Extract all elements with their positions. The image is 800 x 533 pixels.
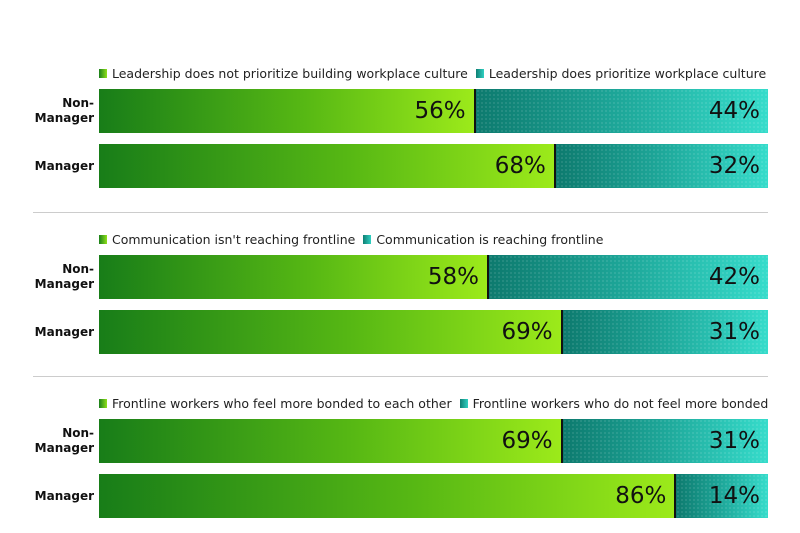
- divider: [33, 376, 768, 377]
- bar-segment: 32%: [553, 144, 768, 188]
- bar-segment: 31%: [560, 310, 768, 354]
- stacked-bar: 68% 32%: [99, 144, 768, 188]
- bar-row: Non- Manager 69% 31%: [0, 419, 800, 463]
- stacked-bar: 69% 31%: [99, 310, 768, 354]
- legend-swatch: [459, 399, 468, 408]
- data-label: 69%: [501, 428, 553, 454]
- category-label: Non- Manager: [34, 426, 94, 455]
- legend-label: Communication isn't reaching frontline: [112, 232, 356, 247]
- legend-swatch: [475, 69, 484, 78]
- stacked-bar: 86% 14%: [99, 474, 768, 518]
- bar-segment: 42%: [487, 255, 768, 299]
- bar-segment: 58%: [99, 255, 488, 299]
- data-label: 31%: [708, 319, 760, 345]
- legend-label: Leadership does prioritize workplace cul…: [488, 66, 767, 81]
- bar-segment: 69%: [99, 419, 561, 463]
- bar-segment: 44%: [473, 89, 768, 133]
- legend-swatch: [99, 399, 107, 408]
- legend-label: Leadership does not prioritize building …: [112, 66, 468, 81]
- data-label: 69%: [501, 319, 553, 345]
- legend-label: Communication is reaching frontline: [376, 232, 604, 247]
- legend: Leadership does not prioritize building …: [99, 66, 766, 81]
- bar-row: Manager 86% 14%: [0, 474, 800, 518]
- legend-swatch: [363, 235, 372, 244]
- legend-swatch: [99, 69, 107, 78]
- category-label: Non- Manager: [34, 96, 94, 125]
- data-label: 32%: [708, 153, 760, 179]
- category-label: Non- Manager: [34, 262, 94, 291]
- legend: Communication isn't reaching frontline C…: [99, 232, 603, 247]
- data-label: 44%: [708, 98, 760, 124]
- legend-label: Frontline workers who feel more bonded t…: [112, 396, 452, 411]
- data-label: 86%: [615, 483, 667, 509]
- category-label: Manager: [34, 324, 94, 339]
- bar-segment: 68%: [99, 144, 554, 188]
- data-label: 56%: [414, 98, 466, 124]
- bar-segment: 31%: [560, 419, 768, 463]
- data-label: 14%: [708, 483, 760, 509]
- legend-swatch: [99, 235, 107, 244]
- data-label: 58%: [427, 264, 480, 290]
- bar-segment: 69%: [99, 310, 561, 354]
- divider: [33, 212, 768, 213]
- legend-label: Frontline workers who do not feel more b…: [472, 396, 769, 411]
- bar-row: Manager 68% 32%: [0, 144, 800, 188]
- category-label: Manager: [34, 158, 94, 173]
- stacked-bar: 58% 42%: [99, 255, 768, 299]
- bar-segment: 14%: [674, 474, 768, 518]
- stacked-bar: 69% 31%: [99, 419, 768, 463]
- data-label: 42%: [708, 264, 760, 290]
- data-label: 31%: [708, 428, 760, 454]
- bar-row: Non- Manager 58% 42%: [0, 255, 800, 299]
- bar-row: Manager 69% 31%: [0, 310, 800, 354]
- stacked-bar: 56% 44%: [99, 89, 768, 133]
- bar-segment: 56%: [99, 89, 474, 133]
- category-label: Manager: [34, 488, 94, 503]
- data-label: 68%: [494, 153, 546, 179]
- bar-row: Non- Manager 56% 44%: [0, 89, 800, 133]
- bar-segment: 86%: [99, 474, 675, 518]
- legend: Frontline workers who feel more bonded t…: [99, 396, 768, 411]
